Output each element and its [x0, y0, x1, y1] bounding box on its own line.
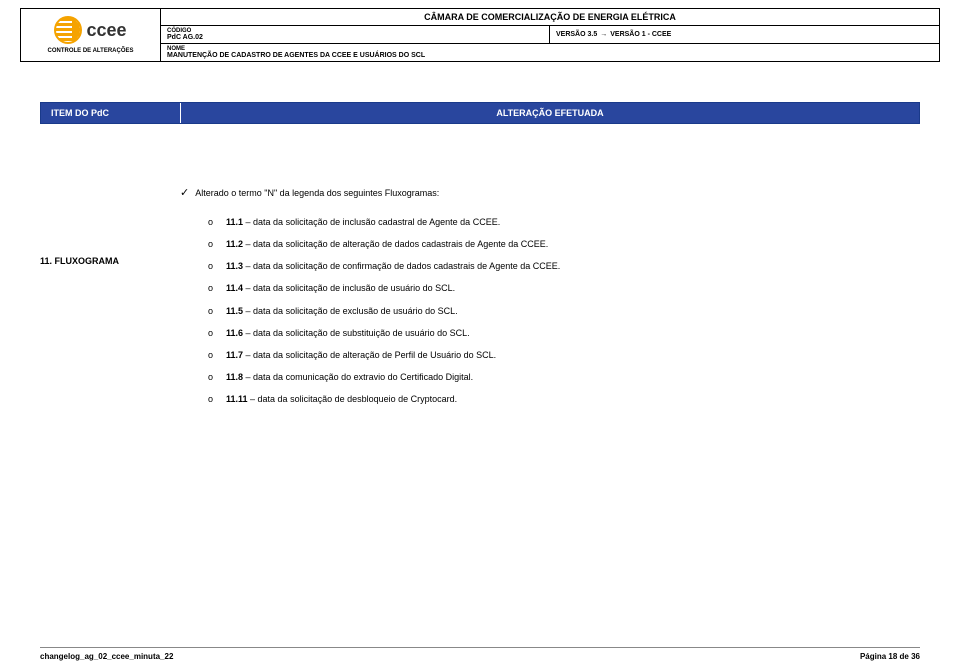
item-desc: – data da solicitação de inclusão cadast…: [243, 217, 500, 227]
item-number: 11.3: [226, 261, 243, 271]
list-item: o11.4 – data da solicitação de inclusão …: [180, 280, 920, 296]
bullet-icon: o: [208, 236, 226, 252]
item-desc: – data da solicitação de alteração de Pe…: [243, 350, 496, 360]
header-right: CÂMARA DE COMERCIALIZAÇÃO DE ENERGIA ELÉ…: [161, 9, 939, 61]
footer-right: Página 18 de 36: [860, 652, 920, 661]
item-number: 11.4: [226, 283, 243, 293]
item-text: 11.1 – data da solicitação de inclusão c…: [226, 214, 920, 230]
item-desc: – data da comunicação do extravio do Cer…: [243, 372, 473, 382]
versao-from: VERSÃO 3.5: [556, 31, 597, 38]
header-block: ccee CONTROLE DE ALTERAÇÕES CÂMARA DE CO…: [0, 0, 960, 62]
logo-cell: ccee CONTROLE DE ALTERAÇÕES: [21, 9, 161, 61]
ccee-logo-icon: [54, 16, 82, 44]
item-text: 11.3 – data da solicitação de confirmaçã…: [226, 258, 920, 274]
list-item: o11.1 – data da solicitação de inclusão …: [180, 214, 920, 230]
item-number: 11.1: [226, 217, 243, 227]
bullet-icon: o: [208, 347, 226, 363]
item-text: 11.6 – data da solicitação de substituiç…: [226, 325, 920, 341]
item-text: 11.4 – data da solicitação de inclusão d…: [226, 280, 920, 296]
item-number: 11.5: [226, 306, 243, 316]
items-list: o11.1 – data da solicitação de inclusão …: [180, 214, 920, 408]
logo-text: ccee: [86, 20, 126, 41]
section-body: ✓ Alterado o termo "N" da legenda dos se…: [180, 184, 920, 413]
item-text: 11.5 – data da solicitação de exclusão d…: [226, 303, 920, 319]
bullet-icon: o: [208, 369, 226, 385]
header-table: ccee CONTROLE DE ALTERAÇÕES CÂMARA DE CO…: [20, 8, 940, 62]
versao-cell: VERSÃO 3.5 → VERSÃO 1 - CCEE: [550, 26, 939, 43]
item-number: 11.7: [226, 350, 243, 360]
nome-row: NOME MANUTENÇÃO DE CADASTRO DE AGENTES D…: [161, 44, 939, 61]
codigo-cell: CÓDIGO PdC AG.02: [161, 26, 550, 43]
footer-left: changelog_ag_02_ccee_minuta_22: [40, 652, 173, 661]
bullet-icon: o: [208, 391, 226, 407]
list-item: o11.11 – data da solicitação de desbloqu…: [180, 391, 920, 407]
list-item: o11.2 – data da solicitação de alteração…: [180, 236, 920, 252]
list-item: o11.5 – data da solicitação de exclusão …: [180, 303, 920, 319]
list-item: o11.7 – data da solicitação de alteração…: [180, 347, 920, 363]
list-item: o11.3 – data da solicitação de confirmaç…: [180, 258, 920, 274]
lead-text: Alterado o termo "N" da legenda dos segu…: [195, 188, 439, 198]
list-item: o11.8 – data da comunicação do extravio …: [180, 369, 920, 385]
content-area: 11. FLUXOGRAMA ✓ Alterado o termo "N" da…: [40, 184, 920, 413]
check-icon: ✓: [180, 187, 189, 199]
item-number: 11.6: [226, 328, 243, 338]
list-item: o11.6 – data da solicitação de substitui…: [180, 325, 920, 341]
logo-row: ccee: [54, 16, 126, 44]
item-number: 11.2: [226, 239, 243, 249]
section-label: 11. FLUXOGRAMA: [40, 184, 180, 413]
nome-value: MANUTENÇÃO DE CADASTRO DE AGENTES DA CCE…: [167, 52, 933, 59]
bullet-icon: o: [208, 258, 226, 274]
bullet-icon: o: [208, 325, 226, 341]
item-desc: – data da solicitação de inclusão de usu…: [243, 283, 455, 293]
codigo-versao-row: CÓDIGO PdC AG.02 VERSÃO 3.5 → VERSÃO 1 -…: [161, 26, 939, 44]
item-text: 11.11 – data da solicitação de desbloque…: [226, 391, 920, 407]
footer: changelog_ag_02_ccee_minuta_22 Página 18…: [40, 647, 920, 661]
item-number: 11.8: [226, 372, 243, 382]
section-header-right: ALTERAÇÃO EFETUADA: [181, 103, 919, 123]
section-header-left: ITEM DO PdC: [41, 103, 181, 123]
codigo-value: PdC AG.02: [167, 34, 543, 41]
controle-label: CONTROLE DE ALTERAÇÕES: [47, 48, 133, 54]
item-text: 11.8 – data da comunicação do extravio d…: [226, 369, 920, 385]
item-desc: – data da solicitação de confirmação de …: [243, 261, 560, 271]
item-text: 11.2 – data da solicitação de alteração …: [226, 236, 920, 252]
org-title: CÂMARA DE COMERCIALIZAÇÃO DE ENERGIA ELÉ…: [161, 9, 939, 26]
section-header-bar: ITEM DO PdC ALTERAÇÃO EFETUADA: [40, 102, 920, 124]
bullet-icon: o: [208, 214, 226, 230]
item-desc: – data da solicitação de substituição de…: [243, 328, 470, 338]
item-desc: – data da solicitação de exclusão de usu…: [243, 306, 458, 316]
bullet-icon: o: [208, 280, 226, 296]
item-text: 11.7 – data da solicitação de alteração …: [226, 347, 920, 363]
versao-to: VERSÃO 1 - CCEE: [610, 31, 671, 38]
item-desc: – data da solicitação de desbloqueio de …: [248, 394, 458, 404]
bullet-icon: o: [208, 303, 226, 319]
lead-line: ✓ Alterado o termo "N" da legenda dos se…: [180, 184, 920, 204]
item-desc: – data da solicitação de alteração de da…: [243, 239, 548, 249]
item-number: 11.11: [226, 394, 248, 404]
arrow-icon: →: [600, 31, 607, 38]
